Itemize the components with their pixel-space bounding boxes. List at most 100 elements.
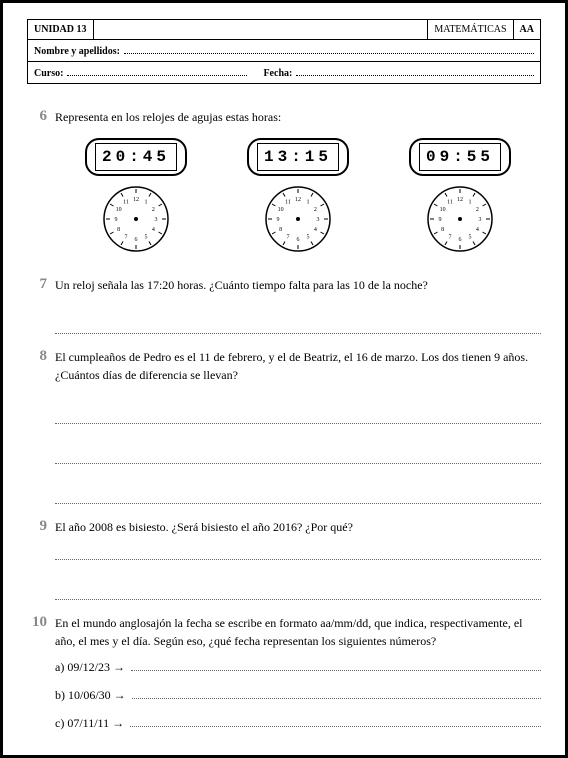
question-text: El cumpleaños de Pedro es el 11 de febre… xyxy=(55,348,541,384)
clock-unit-3: 09:55 121234567891011 xyxy=(409,138,511,254)
svg-text:2: 2 xyxy=(152,207,155,213)
question-10: 10 En el mundo anglosajón la fecha se es… xyxy=(27,614,541,742)
svg-text:11: 11 xyxy=(285,200,291,206)
worksheet-page: UNIDAD 13 MATEMÁTICAS AA Nombre y apelli… xyxy=(0,0,568,758)
answer-line[interactable] xyxy=(55,490,541,504)
question-number: 8 xyxy=(27,348,55,504)
question-body: El año 2008 es bisiesto. ¿Será bisiesto … xyxy=(55,518,541,600)
question-8: 8 El cumpleaños de Pedro es el 11 de feb… xyxy=(27,348,541,504)
sub-label: b) 10/06/30 → xyxy=(55,686,126,704)
svg-text:7: 7 xyxy=(124,234,127,240)
header-box: UNIDAD 13 MATEMÁTICAS AA Nombre y apelli… xyxy=(27,19,541,84)
course-date-row: Curso: Fecha: xyxy=(28,62,540,83)
sub-label: c) 07/11/11 → xyxy=(55,714,124,732)
svg-text:9: 9 xyxy=(114,217,117,223)
svg-text:12: 12 xyxy=(457,197,463,203)
clocks-row: 20:45 121234567891011 13:15 121234567891… xyxy=(55,138,541,254)
name-row: Nombre y apellidos: xyxy=(28,40,540,62)
date-label: Fecha: xyxy=(263,68,292,79)
answer-line[interactable] xyxy=(55,450,541,464)
svg-text:11: 11 xyxy=(447,200,453,206)
svg-text:11: 11 xyxy=(123,200,129,206)
subject-label: MATEMÁTICAS xyxy=(427,20,512,39)
svg-text:10: 10 xyxy=(440,207,446,213)
answer-line[interactable] xyxy=(130,716,541,727)
name-field-line[interactable] xyxy=(124,44,534,54)
sub-items: a) 09/12/23 → b) 10/06/30 → c) 07/11/11 … xyxy=(55,658,541,732)
digital-time: 09:55 xyxy=(419,143,501,171)
header-spacer xyxy=(94,20,428,39)
svg-text:5: 5 xyxy=(468,234,471,240)
course-field-line[interactable] xyxy=(67,66,247,76)
svg-text:3: 3 xyxy=(316,217,319,223)
svg-text:1: 1 xyxy=(468,200,471,206)
answer-line[interactable] xyxy=(55,410,541,424)
question-text: Un reloj señala las 17:20 horas. ¿Cuánto… xyxy=(55,276,541,294)
answer-line[interactable] xyxy=(55,586,541,600)
svg-text:4: 4 xyxy=(314,227,317,233)
sub-label: a) 09/12/23 → xyxy=(55,658,125,676)
answer-line[interactable] xyxy=(55,546,541,560)
question-text: El año 2008 es bisiesto. ¿Será bisiesto … xyxy=(55,518,541,536)
svg-text:5: 5 xyxy=(306,234,309,240)
svg-text:3: 3 xyxy=(478,217,481,223)
question-number: 6 xyxy=(27,108,55,262)
question-body: El cumpleaños de Pedro es el 11 de febre… xyxy=(55,348,541,504)
digital-time: 20:45 xyxy=(95,143,177,171)
svg-text:9: 9 xyxy=(276,217,279,223)
answer-line[interactable] xyxy=(132,688,541,699)
clock-unit-2: 13:15 12 12 3 45 6 789 1011 xyxy=(247,138,349,254)
question-text: Representa en los relojes de agujas esta… xyxy=(55,108,541,126)
clock-unit-1: 20:45 12 12 3 45 6 789 1011 xyxy=(85,138,187,254)
question-number: 7 xyxy=(27,276,55,334)
answer-line[interactable] xyxy=(131,660,541,671)
svg-text:1: 1 xyxy=(306,200,309,206)
svg-text:7: 7 xyxy=(448,234,451,240)
svg-text:6: 6 xyxy=(458,237,461,243)
date-field-line[interactable] xyxy=(296,66,534,76)
svg-text:9: 9 xyxy=(438,217,441,223)
question-text: En el mundo anglosajón la fecha se escri… xyxy=(55,614,541,650)
svg-text:2: 2 xyxy=(314,207,317,213)
question-number: 10 xyxy=(27,614,55,742)
question-number: 9 xyxy=(27,518,55,600)
analog-clock-face[interactable]: 12 12 3 45 6 789 1011 xyxy=(263,184,333,254)
questions-container: 6 Representa en los relojes de agujas es… xyxy=(27,108,541,742)
analog-clock-face[interactable]: 121234567891011 xyxy=(425,184,495,254)
svg-text:6: 6 xyxy=(134,237,137,243)
svg-text:1: 1 xyxy=(144,200,147,206)
sub-item-b: b) 10/06/30 → xyxy=(55,686,541,704)
question-9: 9 El año 2008 es bisiesto. ¿Será bisiest… xyxy=(27,518,541,600)
svg-text:12: 12 xyxy=(133,197,139,203)
svg-text:10: 10 xyxy=(116,207,122,213)
course-label: Curso: xyxy=(34,68,63,79)
sub-item-a: a) 09/12/23 → xyxy=(55,658,541,676)
svg-text:7: 7 xyxy=(286,234,289,240)
svg-text:4: 4 xyxy=(476,227,479,233)
question-body: Un reloj señala las 17:20 horas. ¿Cuánto… xyxy=(55,276,541,334)
digital-clock: 09:55 xyxy=(409,138,511,176)
name-label: Nombre y apellidos: xyxy=(34,46,120,57)
svg-text:8: 8 xyxy=(441,227,444,233)
svg-text:12: 12 xyxy=(295,197,301,203)
digital-clock: 13:15 xyxy=(247,138,349,176)
svg-text:6: 6 xyxy=(296,237,299,243)
svg-text:8: 8 xyxy=(117,227,120,233)
question-6: 6 Representa en los relojes de agujas es… xyxy=(27,108,541,262)
digital-time: 13:15 xyxy=(257,143,339,171)
question-body: En el mundo anglosajón la fecha se escri… xyxy=(55,614,541,742)
question-body: Representa en los relojes de agujas esta… xyxy=(55,108,541,262)
digital-clock: 20:45 xyxy=(85,138,187,176)
svg-text:8: 8 xyxy=(279,227,282,233)
code-label: AA xyxy=(513,20,540,39)
svg-text:10: 10 xyxy=(278,207,284,213)
header-row-top: UNIDAD 13 MATEMÁTICAS AA xyxy=(28,20,540,40)
sub-item-c: c) 07/11/11 → xyxy=(55,714,541,732)
answer-line[interactable] xyxy=(55,320,541,334)
svg-text:4: 4 xyxy=(152,227,155,233)
question-7: 7 Un reloj señala las 17:20 horas. ¿Cuán… xyxy=(27,276,541,334)
analog-clock-face[interactable]: 12 12 3 45 6 789 1011 xyxy=(101,184,171,254)
svg-text:5: 5 xyxy=(144,234,147,240)
svg-text:3: 3 xyxy=(154,217,157,223)
unit-label: UNIDAD 13 xyxy=(28,20,94,39)
